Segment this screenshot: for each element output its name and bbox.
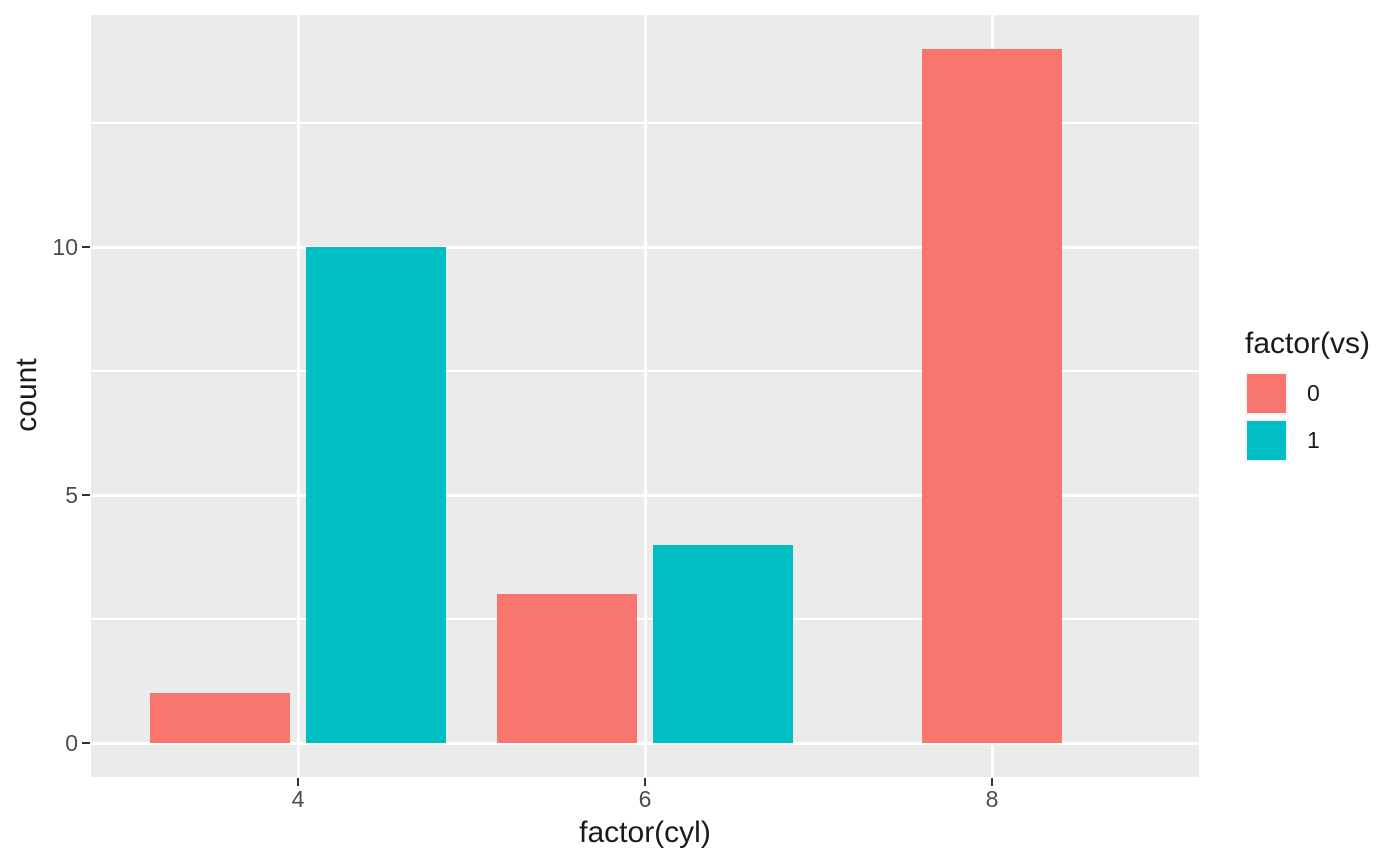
y-tick-label: 10 (52, 233, 78, 260)
legend-key-swatch-0 (1245, 372, 1288, 415)
legend-entry: 0 (1245, 372, 1395, 415)
x-tick-mark (990, 777, 994, 786)
legend-entry: 1 (1245, 419, 1395, 462)
y-tick-mark (82, 741, 90, 745)
bar-cyl4-vs1 (306, 247, 446, 743)
x-tick-label: 4 (291, 786, 305, 812)
x-tick-mark (643, 777, 647, 786)
legend-title: factor(vs) (1245, 327, 1371, 360)
bar-cyl6-vs0 (497, 594, 637, 743)
x-tick-label: 6 (638, 786, 652, 812)
legend-label: 0 (1307, 380, 1320, 406)
bar-cyl6-vs1 (653, 544, 793, 743)
x-tick-label: 8 (985, 786, 999, 812)
x-tick-mark (296, 777, 300, 786)
legend-label: 1 (1307, 427, 1320, 453)
gridline-major-vertical (643, 15, 647, 777)
plot-panel (91, 15, 1199, 777)
bar-cyl4-vs0 (150, 693, 290, 743)
bar-cyl8-vs0 (922, 48, 1062, 743)
gridline-major-vertical (296, 15, 300, 777)
y-tick-label: 0 (65, 729, 78, 756)
y-axis-title: count (10, 358, 43, 432)
x-axis-title: factor(cyl) (579, 816, 711, 849)
y-tick-mark (82, 245, 90, 249)
legend-key-swatch-1 (1245, 419, 1288, 462)
y-tick-label: 5 (65, 481, 78, 508)
y-tick-mark (82, 493, 90, 497)
